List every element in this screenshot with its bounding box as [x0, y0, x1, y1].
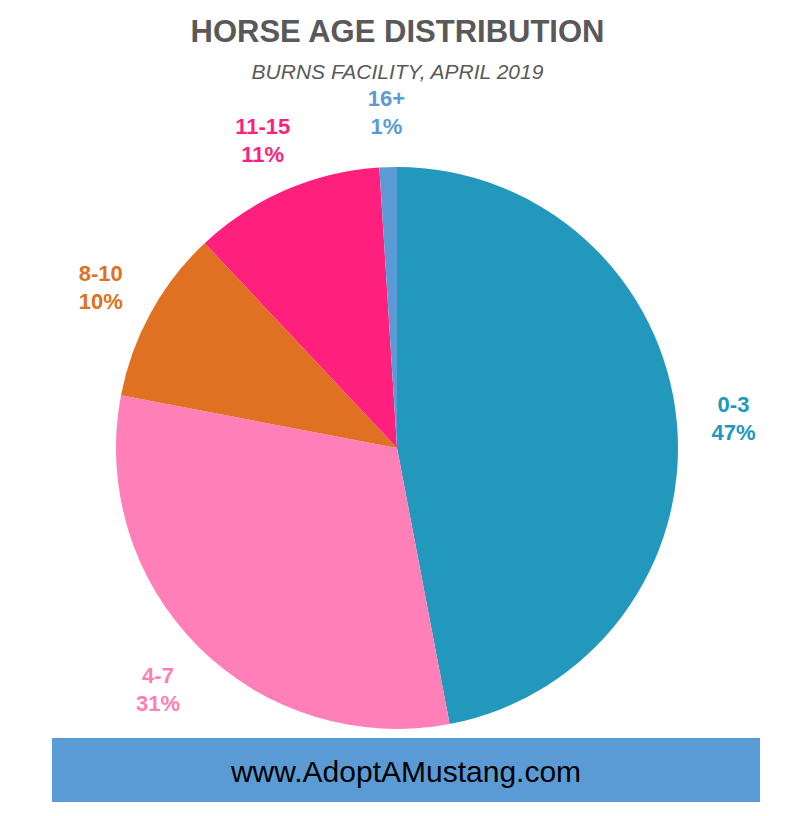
subtitle: BURNS FACILITY, APRIL 2019 [252, 60, 544, 83]
slice [205, 168, 397, 448]
data-label: 1% [370, 114, 402, 139]
title: HORSE AGE DISTRIBUTION [191, 14, 605, 49]
data-label: 31% [136, 691, 180, 716]
chart: HORSE AGE DISTRIBUTION BURNS FACILITY, AP… [0, 0, 795, 816]
slice [379, 167, 397, 448]
data-label: 11% [241, 142, 284, 167]
category-label: 4-7 [142, 663, 174, 688]
slice [397, 167, 678, 724]
annotation: www.AdoptAMustang.com [230, 755, 581, 788]
slices [116, 167, 678, 729]
category-label: 0-3 [718, 392, 750, 417]
category-label: 16+ [368, 86, 405, 111]
slice [116, 395, 450, 729]
labels: 0-3 47% 4-7 31% 8-10 10% 11-15 11% 16+ 1% [79, 86, 756, 716]
footer-band [52, 738, 760, 802]
category-label: 8-10 [79, 261, 123, 286]
chart-container: HORSE AGE DISTRIBUTION BURNS FACILITY, AP… [0, 0, 795, 816]
category-label: 11-15 [235, 114, 290, 139]
data-label: 47% [711, 420, 755, 445]
data-label: 10% [79, 289, 123, 314]
